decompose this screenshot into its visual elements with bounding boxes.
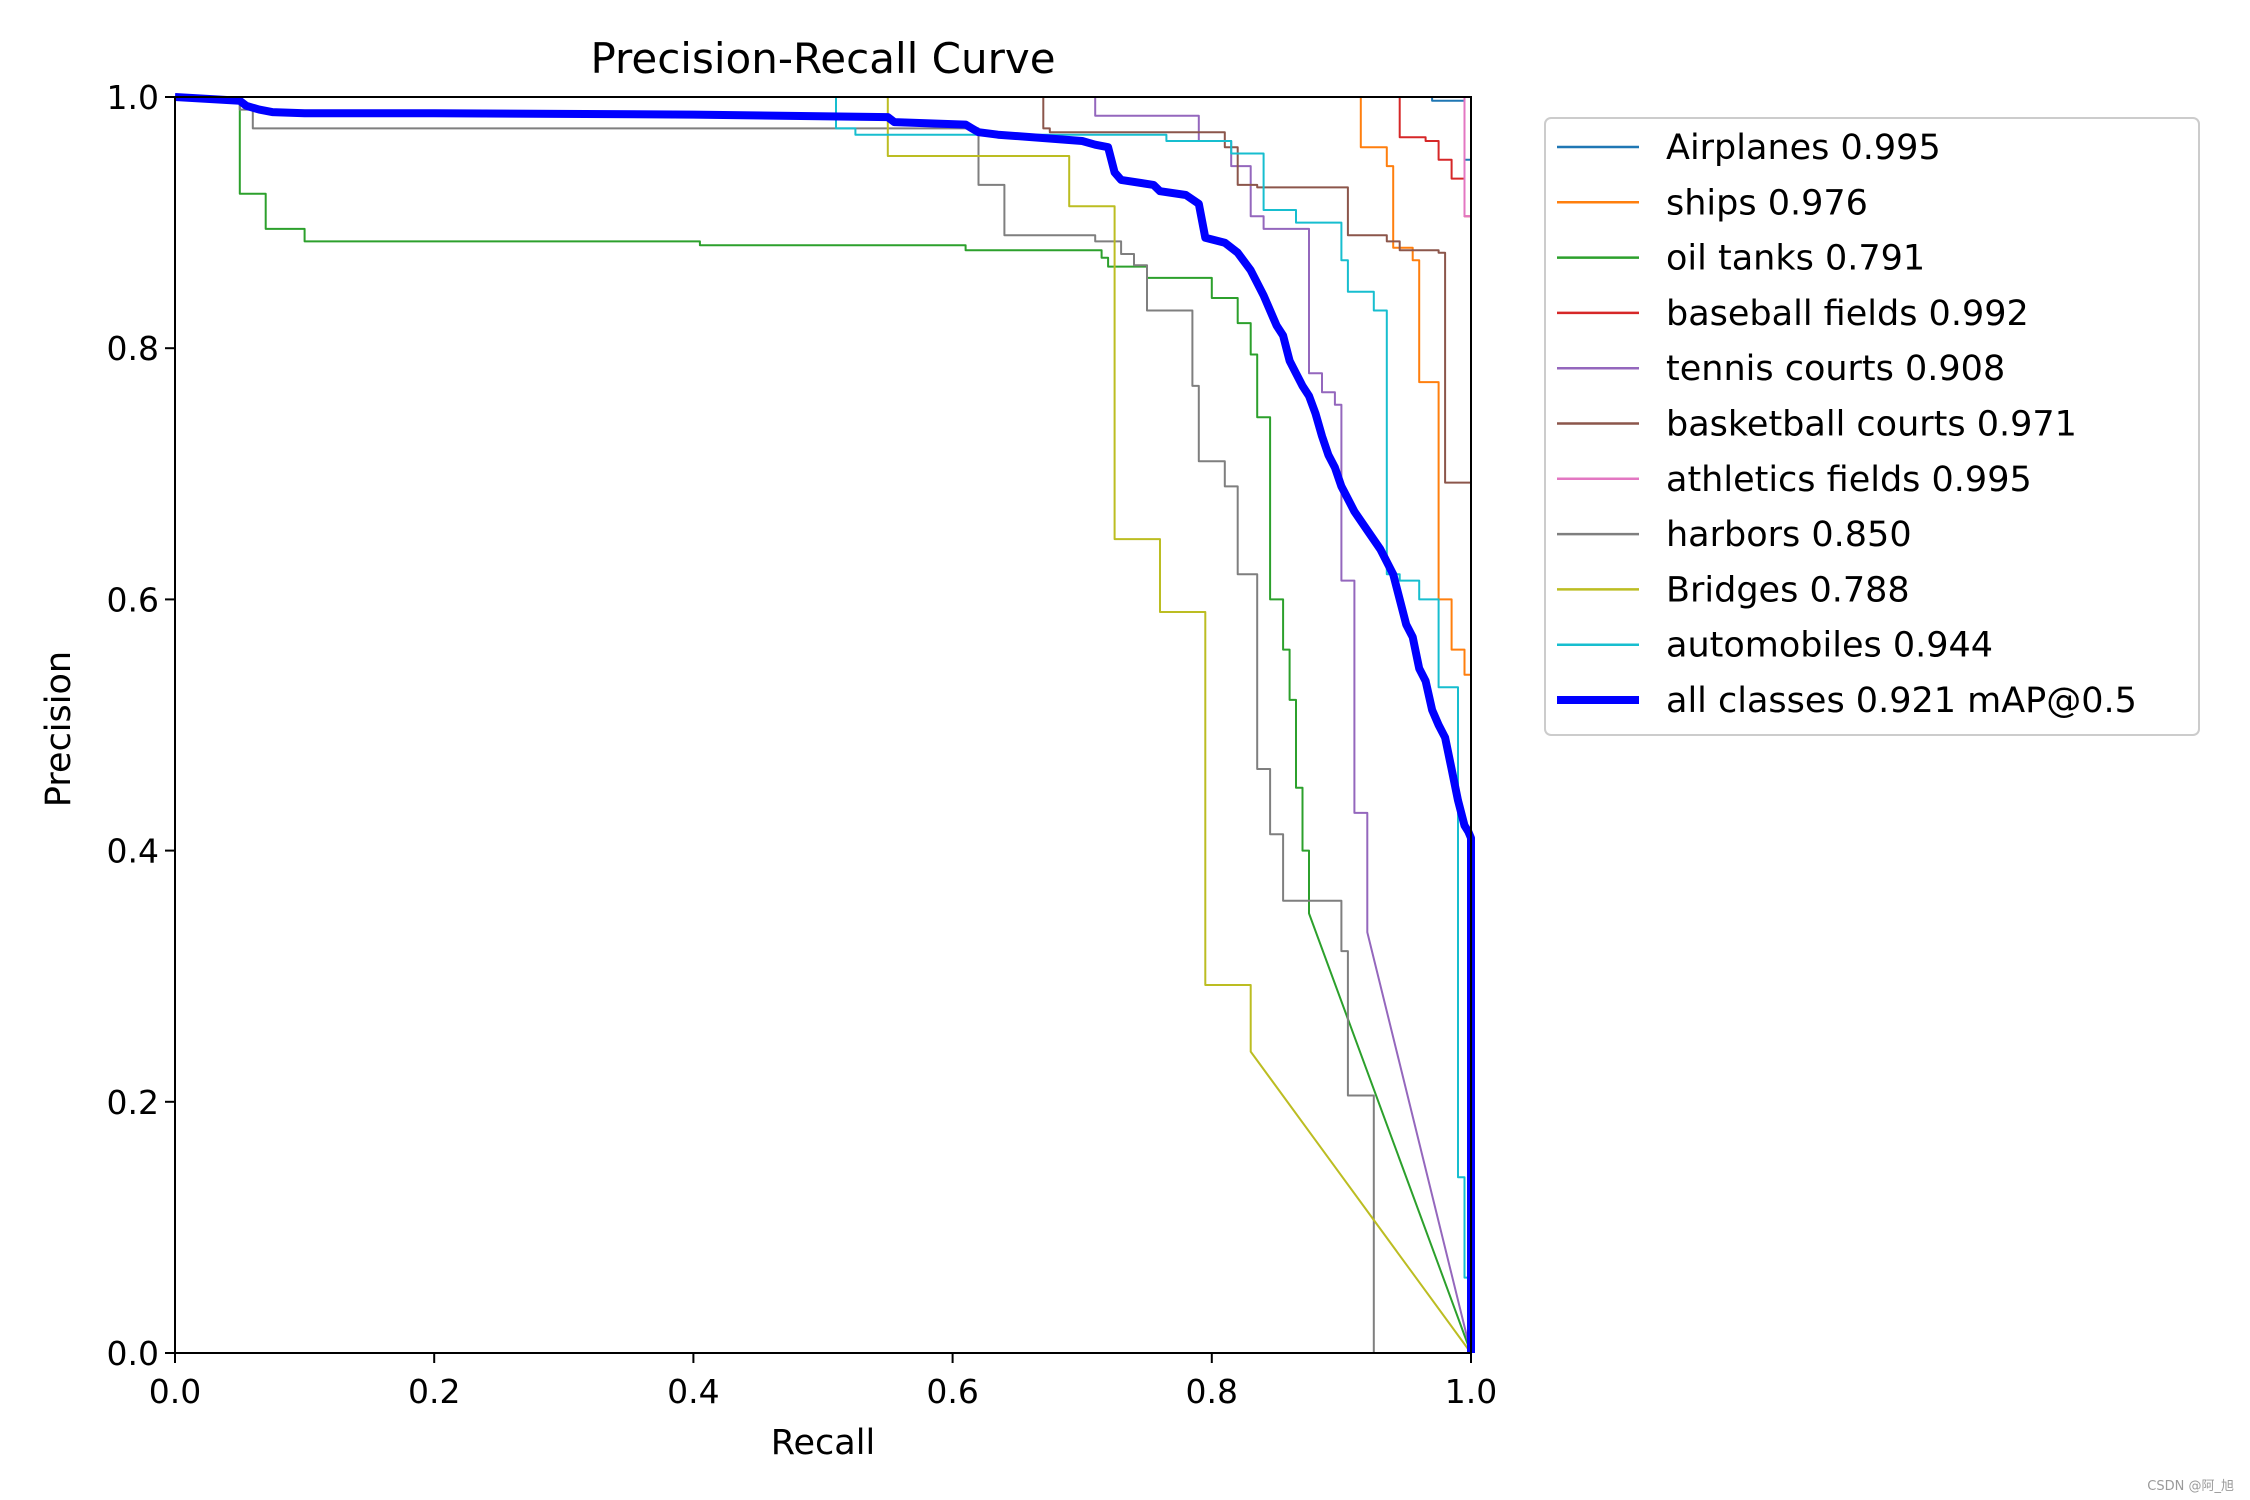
- legend-label: Bridges 0.788: [1666, 570, 1910, 610]
- series-line-oil-tanks: [175, 96, 1472, 1354]
- watermark-text: CSDN @阿_旭: [2147, 1479, 2234, 1494]
- series-line-bridges: [175, 96, 1472, 1354]
- chart-title: Precision-Recall Curve: [590, 34, 1055, 83]
- series-line-ships: [175, 96, 1472, 1353]
- legend-entry-baseball-fields: baseball fields 0.992: [1557, 294, 2029, 334]
- legend-label: all classes 0.921 mAP@0.5: [1666, 681, 2137, 721]
- series-line-all-classes: [174, 93, 1475, 1353]
- legend-frame: [1544, 117, 2200, 736]
- legend-label: automobiles 0.944: [1666, 626, 1993, 666]
- legend-entry-basketball-courts: basketball courts 0.971: [1557, 405, 2077, 445]
- legend-entry-tennis-courts: tennis courts 0.908: [1557, 349, 2005, 389]
- x-tick-label: 0.8: [1186, 1372, 1238, 1411]
- x-tick-label: 0.4: [667, 1372, 719, 1411]
- legend-label: athletics fields 0.995: [1666, 460, 2032, 500]
- y-axis-label: Precision: [39, 651, 79, 807]
- y-tick-label: 0.0: [107, 1334, 159, 1373]
- x-tick-label: 0.6: [926, 1372, 978, 1411]
- y-tick-label: 0.8: [107, 329, 159, 368]
- legend: Airplanes 0.995 ships 0.976 oil tanks 0.79…: [1544, 117, 2200, 736]
- x-tick-label: 0.0: [149, 1372, 201, 1411]
- legend-label: Airplanes 0.995: [1666, 128, 1941, 168]
- legend-label: basketball courts 0.971: [1666, 405, 2077, 445]
- y-tick-label: 0.6: [107, 580, 159, 619]
- legend-label: oil tanks 0.791: [1666, 239, 1925, 279]
- y-tick-label: 0.4: [107, 832, 159, 871]
- legend-entry-athletics-fields: athletics fields 0.995: [1557, 460, 2032, 500]
- legend-label: ships 0.976: [1666, 183, 1868, 223]
- legend-label: baseball fields 0.992: [1666, 294, 2029, 334]
- series-line-tennis-courts: [175, 96, 1472, 1354]
- legend-entry-bridges: Bridges 0.788: [1557, 570, 1910, 610]
- y-tick-label: 0.2: [107, 1083, 159, 1122]
- plot-lines: [174, 93, 1475, 1354]
- legend-entry-airplanes: Airplanes 0.995: [1557, 128, 1941, 168]
- legend-label: harbors 0.850: [1666, 515, 1912, 555]
- series-line-basketball-courts: [175, 96, 1472, 1353]
- x-axis-label: Recall: [771, 1423, 875, 1463]
- series-line-harbors: [175, 96, 1471, 1354]
- y-tick-label: 1.0: [107, 78, 159, 117]
- x-tick-label: 0.2: [408, 1372, 460, 1411]
- legend-label: tennis courts 0.908: [1666, 349, 2005, 389]
- legend-entry-all-classes: all classes 0.921 mAP@0.5: [1557, 681, 2137, 721]
- legend-entry-oil-tanks: oil tanks 0.791: [1557, 239, 1925, 279]
- series-line-automobiles: [175, 96, 1472, 1353]
- x-tick-label: 1.0: [1445, 1372, 1497, 1411]
- plot-frame: [174, 96, 1472, 1354]
- y-axis-ticks: 0.0 0.2 0.4 0.6 0.8 1.0: [107, 78, 175, 1373]
- x-axis-ticks: 0.0 0.2 0.4 0.6 0.8 1.0: [149, 1353, 1497, 1411]
- legend-entry-ships: ships 0.976: [1557, 183, 1868, 223]
- legend-entry-automobiles: automobiles 0.944: [1557, 626, 1993, 666]
- legend-entry-harbors: harbors 0.850: [1557, 515, 1912, 555]
